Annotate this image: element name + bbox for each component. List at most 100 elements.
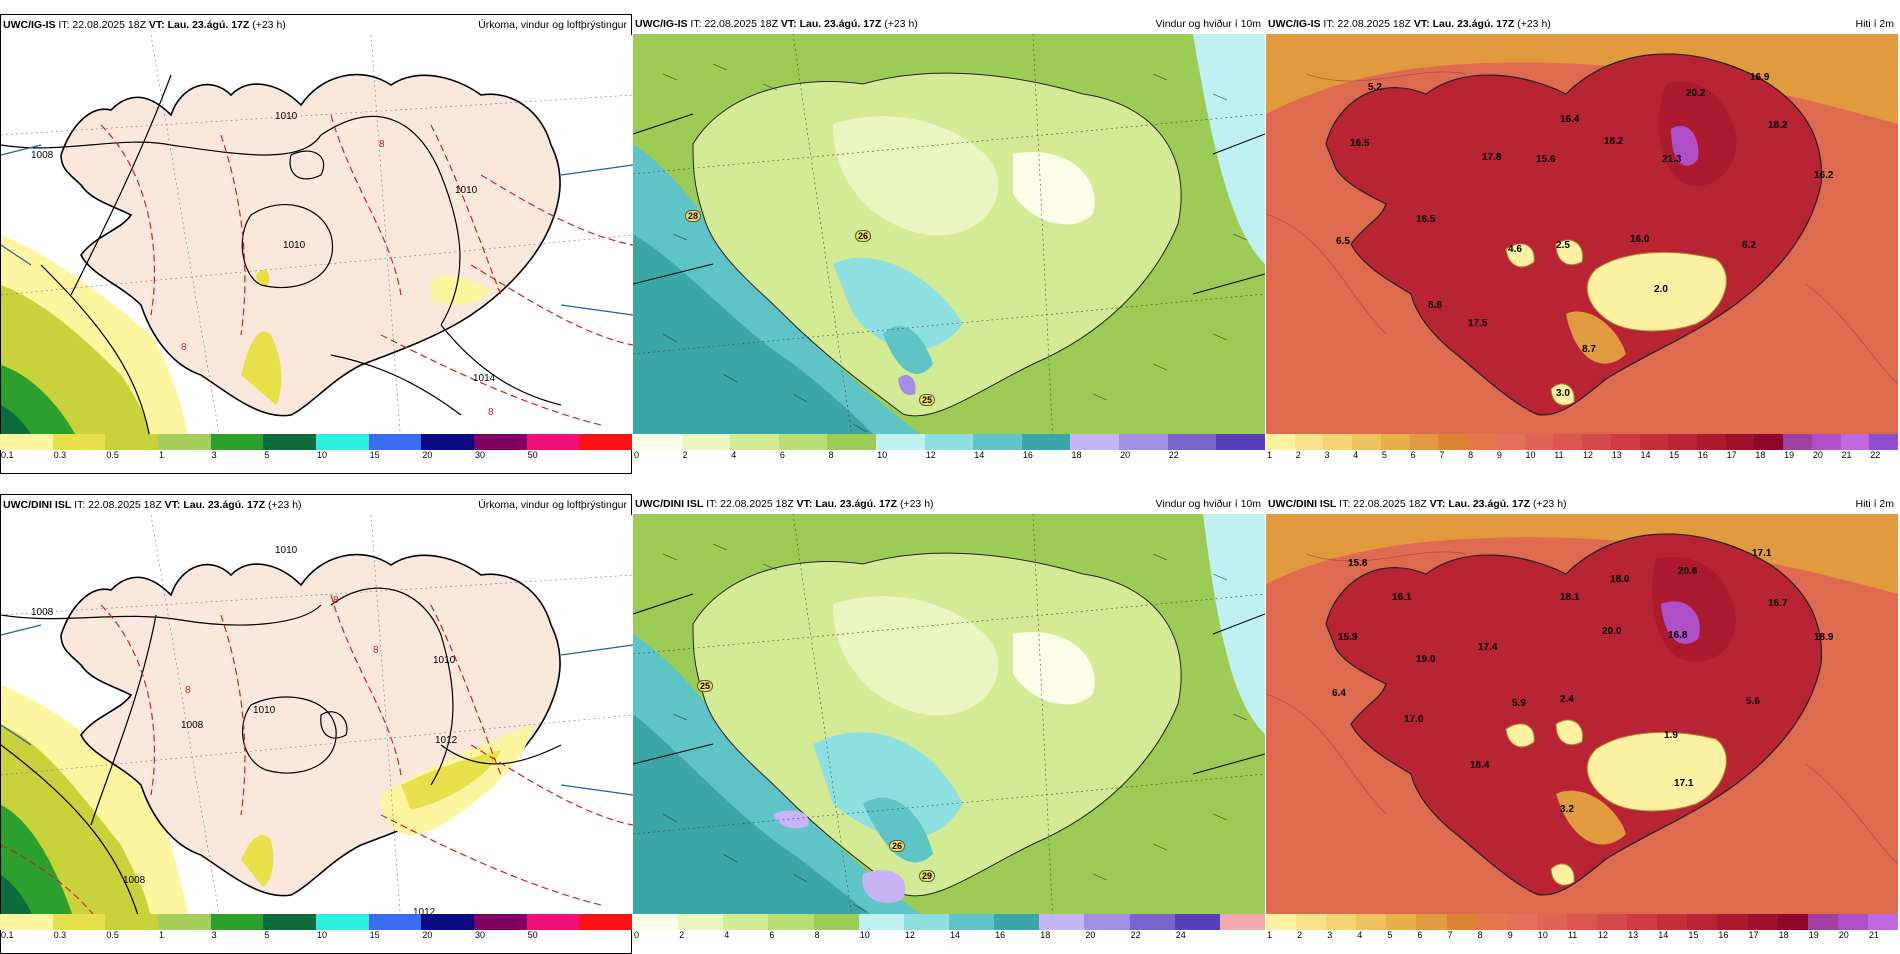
scale-tick-label: 9 bbox=[1496, 450, 1502, 460]
scale-tick-label: 20 bbox=[422, 450, 433, 460]
scale-swatch bbox=[973, 434, 1022, 450]
scale-swatch bbox=[903, 914, 949, 930]
scale-swatch bbox=[768, 914, 814, 930]
scale-tick-label: 1 bbox=[1267, 450, 1273, 460]
init-time: IT: 22.08.2025 18Z bbox=[690, 18, 778, 30]
temperature-value: 2.0 bbox=[1654, 284, 1668, 295]
scale-swatch bbox=[421, 434, 475, 450]
scale-tick-label: 11 bbox=[1554, 450, 1564, 460]
scale-tick-label: 5 bbox=[1381, 450, 1387, 460]
temperature-color-scale: 1 2 3 4 5 6 7 8 9 10 11 12 13 14 15 16 17 18 19 20 21 22 bbox=[1266, 434, 1899, 460]
scale-swatch bbox=[1356, 914, 1387, 930]
scale-swatch bbox=[1266, 914, 1297, 930]
scale-swatch bbox=[368, 434, 422, 450]
temperature-color-scale: 1 2 3 4 5 6 7 8 9 10 11 12 13 14 15 16 17 18 19 20 21 bbox=[1266, 914, 1898, 940]
scale-swatch bbox=[1476, 914, 1507, 930]
scale-swatch bbox=[263, 914, 317, 930]
scale-tick-label: 2 bbox=[1297, 930, 1303, 940]
scale-tick-label: 2 bbox=[682, 450, 688, 460]
init-time: IT: 22.08.2025 18Z bbox=[706, 498, 794, 510]
scale-swatch bbox=[526, 434, 580, 450]
temperature-value: 20.0 bbox=[1602, 626, 1622, 637]
scale-swatch bbox=[858, 914, 904, 930]
scale-tick-label: 16 bbox=[1718, 930, 1729, 940]
scale-swatch bbox=[678, 914, 724, 930]
scale-swatch bbox=[526, 914, 580, 930]
scale-swatch bbox=[813, 914, 859, 930]
scale-tick-label: 19 bbox=[1784, 450, 1795, 460]
scale-swatch bbox=[1216, 434, 1265, 450]
scale-swatch bbox=[1840, 434, 1870, 450]
scale-swatch bbox=[1323, 434, 1353, 450]
valid-label: VT: bbox=[780, 18, 797, 30]
temperature-value: 16.5 bbox=[1350, 138, 1370, 149]
gust-label: 26 bbox=[889, 840, 906, 852]
scale-tick-label: 17 bbox=[1748, 930, 1759, 940]
panel-title: Vindur og hviður í 10m bbox=[1155, 18, 1261, 30]
temperature-value: 16.0 bbox=[1630, 234, 1650, 245]
valid-time: Lau. 23.ágú. 17Z bbox=[1432, 18, 1515, 30]
scale-tick-label: 21 bbox=[1868, 930, 1879, 940]
temperature-value: 15.6 bbox=[1536, 154, 1556, 165]
scale-tick-label: 12 bbox=[1598, 930, 1609, 940]
scale-swatch bbox=[1167, 434, 1217, 450]
scale-tick-label: 0.3 bbox=[53, 930, 67, 940]
panel-temp-bottom: UWC/DINI ISL IT: 22.08.2025 18Z VT: Lau.… bbox=[1266, 494, 1898, 954]
panel-header: UWC/DINI ISL IT: 22.08.2025 18Z VT: Lau.… bbox=[1266, 494, 1898, 514]
lead-time: (+23 h) bbox=[884, 18, 918, 30]
scale-swatch bbox=[1524, 434, 1554, 450]
scale-tick-label: 15 bbox=[1688, 930, 1699, 940]
isotherm-label: 8 bbox=[181, 342, 187, 353]
scale-tick-label: 14 bbox=[950, 930, 961, 940]
gust-label: 25 bbox=[919, 394, 936, 406]
scale-tick-label: 3 bbox=[211, 450, 217, 460]
scale-swatch bbox=[1021, 434, 1071, 450]
valid-label: VT: bbox=[1429, 498, 1446, 510]
isobar-label: 1010 bbox=[455, 185, 478, 196]
scale-tick-label: 2 bbox=[679, 930, 685, 940]
valid-time: Lau. 23.ágú. 17Z bbox=[167, 19, 250, 31]
model-name: UWC/IG-IS bbox=[3, 19, 56, 31]
init-time: IT: 22.08.2025 18Z bbox=[58, 19, 146, 31]
scale-swatch bbox=[1783, 434, 1812, 450]
temperature-value: 18.4 bbox=[1470, 760, 1490, 771]
scale-tick-label: 17 bbox=[1726, 450, 1737, 460]
scale-tick-label: 0.3 bbox=[53, 450, 67, 460]
scale-tick-label: 15 bbox=[369, 450, 380, 460]
scale-swatch bbox=[158, 434, 211, 450]
scale-swatch bbox=[263, 434, 317, 450]
scale-tick-label: 12 bbox=[925, 450, 936, 460]
temperature-value: 4.6 bbox=[1508, 244, 1522, 255]
scale-tick-label: 22 bbox=[1130, 930, 1141, 940]
scale-tick-label: 22 bbox=[1870, 450, 1881, 460]
scale-tick-label: 20 bbox=[422, 930, 433, 940]
scale-tick-label: 0.5 bbox=[106, 930, 119, 940]
init-time: IT: 22.08.2025 18Z bbox=[1323, 18, 1411, 30]
gust-label: 28 bbox=[685, 210, 702, 222]
scale-swatch bbox=[1266, 434, 1295, 450]
isobar-label: 1010 bbox=[433, 655, 456, 666]
valid-time: Lau. 23.ágú. 17Z bbox=[815, 498, 898, 510]
scale-tick-label: 8 bbox=[1477, 930, 1483, 940]
panel-header: UWC/DINI ISL IT: 22.08.2025 18Z VT: Lau.… bbox=[633, 494, 1265, 514]
scale-swatch bbox=[1129, 914, 1175, 930]
temperature-map: 15.8 20.6 17.1 16.1 18.1 18.0 16.7 15.9 … bbox=[1266, 514, 1898, 924]
scale-swatch bbox=[105, 914, 159, 930]
scale-swatch bbox=[1506, 914, 1537, 930]
temperature-value: 6.4 bbox=[1332, 688, 1346, 699]
temperature-value: 16.5 bbox=[1416, 214, 1436, 225]
isobar-label: 1012 bbox=[435, 735, 458, 746]
isotherm-label: 8 bbox=[488, 407, 494, 418]
scale-tick-label: 0 bbox=[634, 930, 640, 940]
scale-tick-label: 10 bbox=[859, 930, 870, 940]
scale-swatch bbox=[1582, 434, 1611, 450]
temperature-value: 18.2 bbox=[1604, 136, 1624, 147]
scale-swatch bbox=[1610, 434, 1640, 450]
panel-wind-bottom: UWC/DINI ISL IT: 22.08.2025 18Z VT: Lau.… bbox=[633, 494, 1265, 954]
panel-precip-bottom: UWC/DINI ISL IT: 22.08.2025 18Z VT: Lau.… bbox=[0, 494, 633, 954]
scale-swatch bbox=[1869, 434, 1899, 450]
scale-swatch bbox=[1754, 434, 1784, 450]
precip-color-scale: 0.1 0.3 0.5 1 3 5 10 15 20 30 50 bbox=[0, 434, 633, 460]
scale-tick-label: 3 bbox=[1327, 930, 1333, 940]
temperature-value: 2.5 bbox=[1556, 240, 1570, 251]
